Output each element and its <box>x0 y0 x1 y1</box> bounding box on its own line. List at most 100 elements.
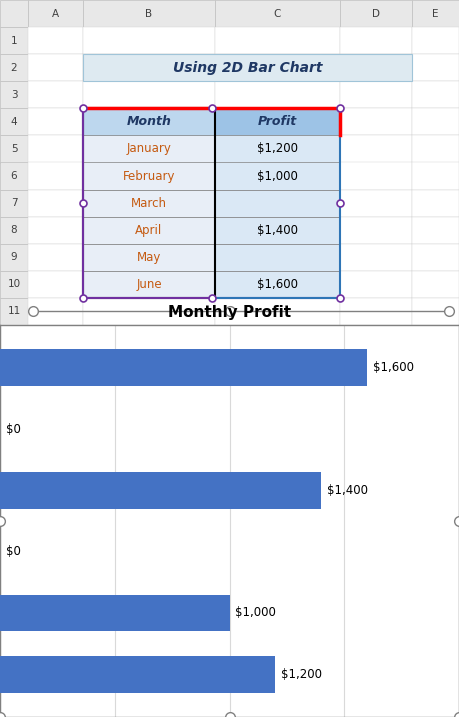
Bar <box>412 244 459 271</box>
Bar <box>28 244 83 271</box>
Bar <box>340 0 412 27</box>
Bar <box>0 27 28 54</box>
Text: 6: 6 <box>11 171 17 181</box>
Bar <box>215 217 340 244</box>
Bar <box>215 27 340 54</box>
Bar <box>28 217 83 244</box>
Bar <box>412 108 459 136</box>
Bar <box>83 108 215 136</box>
Bar <box>0 244 28 271</box>
Bar <box>412 189 459 217</box>
Bar <box>215 271 340 298</box>
Text: 5: 5 <box>11 144 17 154</box>
Bar <box>83 163 215 189</box>
Bar <box>340 271 412 298</box>
Bar <box>83 81 215 108</box>
Text: E: E <box>432 9 439 19</box>
Text: $1,600: $1,600 <box>373 361 414 374</box>
Bar <box>340 54 412 81</box>
Bar <box>412 163 459 189</box>
Text: 4: 4 <box>11 117 17 127</box>
Bar <box>215 54 340 81</box>
Text: $1,000: $1,000 <box>257 169 298 183</box>
Bar <box>215 163 340 189</box>
Bar <box>83 54 412 81</box>
Text: A: A <box>52 9 59 19</box>
Title: Monthly Profit: Monthly Profit <box>168 305 291 320</box>
Bar <box>83 217 215 244</box>
Text: 2: 2 <box>11 62 17 72</box>
Bar <box>83 244 215 271</box>
Text: B: B <box>146 9 152 19</box>
Bar <box>215 0 340 27</box>
Bar <box>83 244 215 271</box>
Text: $1,000: $1,000 <box>235 607 276 619</box>
Text: 1: 1 <box>11 36 17 46</box>
Bar <box>412 54 459 81</box>
Text: D: D <box>372 9 380 19</box>
Bar <box>215 244 340 271</box>
Bar <box>0 472 321 509</box>
Bar <box>0 349 367 386</box>
Bar <box>0 656 275 693</box>
Bar <box>215 163 340 189</box>
Bar <box>412 136 459 163</box>
Bar <box>83 136 215 163</box>
Bar <box>0 81 28 108</box>
Bar <box>0 594 230 631</box>
Text: April: April <box>135 224 162 237</box>
Bar <box>215 189 340 217</box>
Bar <box>412 81 459 108</box>
Bar <box>28 108 83 136</box>
Text: Month: Month <box>127 115 172 128</box>
Bar <box>340 81 412 108</box>
Bar <box>0 136 28 163</box>
Bar <box>83 163 215 189</box>
Text: June: June <box>136 278 162 291</box>
Bar <box>215 108 340 136</box>
Bar <box>215 244 340 271</box>
Bar <box>215 298 340 325</box>
Bar <box>83 108 215 298</box>
Text: January: January <box>127 143 172 156</box>
Bar <box>0 54 28 81</box>
Bar <box>215 271 340 298</box>
Bar <box>28 81 83 108</box>
Bar <box>412 217 459 244</box>
Text: February: February <box>123 169 175 183</box>
Bar <box>340 27 412 54</box>
Text: $1,600: $1,600 <box>257 278 298 291</box>
Bar <box>340 244 412 271</box>
Text: C: C <box>274 9 281 19</box>
Text: $0: $0 <box>6 545 21 558</box>
Bar <box>412 271 459 298</box>
Bar <box>83 108 215 136</box>
Bar <box>412 27 459 54</box>
Bar <box>28 163 83 189</box>
Bar <box>83 271 215 298</box>
Bar <box>0 0 28 27</box>
Bar <box>215 189 340 217</box>
Bar <box>28 189 83 217</box>
Text: 3: 3 <box>11 90 17 100</box>
Text: $1,400: $1,400 <box>327 484 368 497</box>
Bar <box>0 271 28 298</box>
Bar <box>83 189 215 217</box>
Bar <box>0 108 28 136</box>
Bar <box>0 217 28 244</box>
Bar <box>340 217 412 244</box>
Bar <box>0 298 28 325</box>
Bar <box>0 163 28 189</box>
Bar <box>83 27 215 54</box>
Bar <box>28 298 83 325</box>
Bar <box>83 217 215 244</box>
Text: 11: 11 <box>7 306 21 316</box>
Bar <box>83 0 215 27</box>
Bar <box>28 27 83 54</box>
Text: 7: 7 <box>11 198 17 208</box>
Text: $0: $0 <box>6 422 21 436</box>
Bar <box>28 136 83 163</box>
Text: $1,200: $1,200 <box>281 668 322 680</box>
Bar <box>215 136 340 163</box>
Bar <box>340 136 412 163</box>
